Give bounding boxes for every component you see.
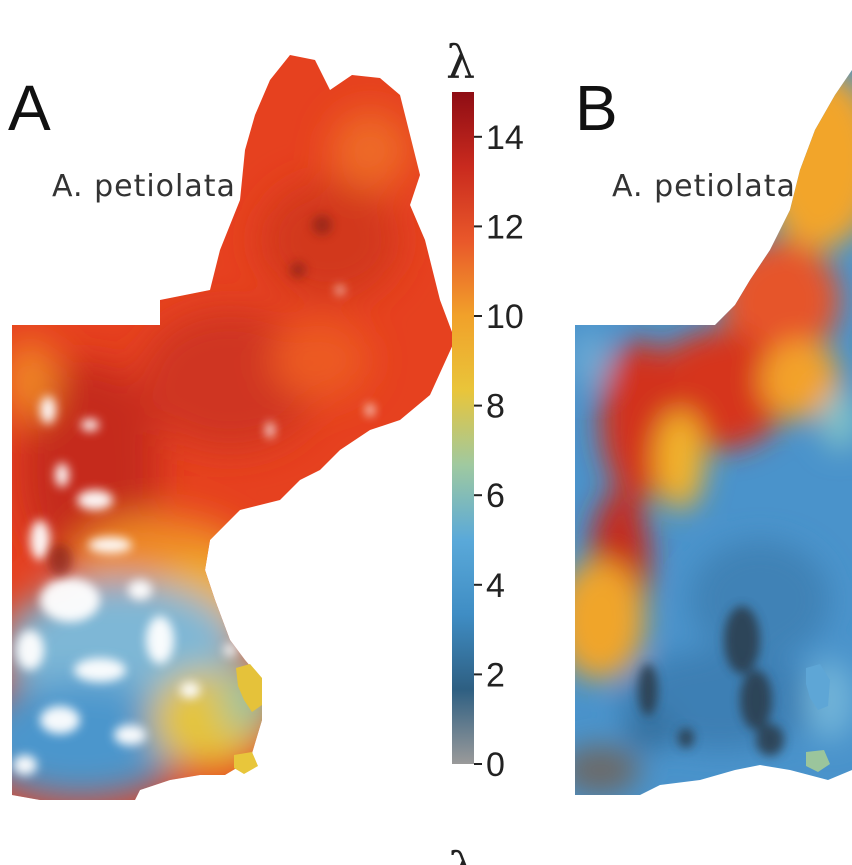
map-a-raster bbox=[12, 55, 455, 800]
map-b-cape bbox=[806, 664, 830, 772]
colorbar-tick-label: 8 bbox=[486, 388, 505, 426]
colorbar-tick-label: 0 bbox=[486, 746, 505, 784]
colorbar-ticks: 14 12 10 8 6 4 2 0 bbox=[474, 119, 524, 784]
colorbar-title: λ bbox=[446, 35, 475, 89]
colorbar: λ 14 12 10 8 6 4 2 0 bbox=[446, 35, 524, 784]
species-label-a: A. petiolata bbox=[52, 169, 236, 204]
colorbar-tick-label: 14 bbox=[486, 119, 524, 157]
bottom-lambda-mark: λ bbox=[448, 842, 477, 865]
panel-letter-a: A bbox=[8, 72, 51, 144]
panel-letter-b: B bbox=[575, 72, 618, 144]
map-a-cape bbox=[234, 664, 262, 774]
colorbar-tick-label: 10 bbox=[486, 298, 524, 336]
colorbar-scale bbox=[452, 92, 474, 764]
species-label-b: A. petiolata bbox=[612, 169, 796, 204]
colorbar-tick-label: 12 bbox=[486, 208, 524, 246]
colorbar-tick-label: 6 bbox=[486, 477, 505, 515]
map-panel-a: A A. petiolata bbox=[8, 55, 455, 800]
colorbar-tick-label: 4 bbox=[486, 567, 505, 605]
colorbar-tick-label: 2 bbox=[486, 656, 505, 694]
map-panel-b: B A. petiolata bbox=[575, 70, 852, 795]
